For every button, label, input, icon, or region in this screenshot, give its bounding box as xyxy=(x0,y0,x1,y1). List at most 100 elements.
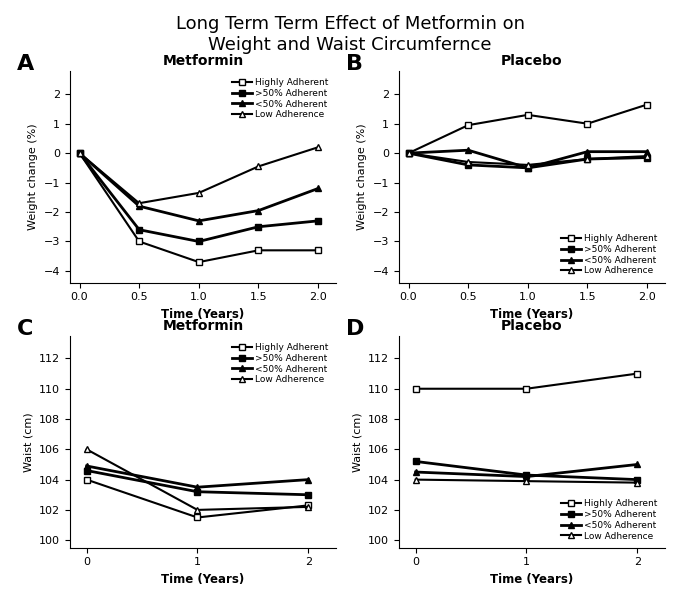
Low Adherence xyxy=(412,476,420,483)
Line: <50% Adherent: <50% Adherent xyxy=(405,147,650,171)
Line: >50% Adherent: >50% Adherent xyxy=(76,150,321,245)
>50% Adherent xyxy=(83,467,91,474)
Highly Adherent xyxy=(405,150,413,157)
Line: <50% Adherent: <50% Adherent xyxy=(412,461,640,480)
Highly Adherent xyxy=(83,476,91,483)
Highly Adherent xyxy=(583,120,592,127)
Line: >50% Adherent: >50% Adherent xyxy=(412,458,640,483)
<50% Adherent xyxy=(195,217,203,224)
>50% Adherent xyxy=(464,161,473,168)
Low Adherence xyxy=(633,479,641,486)
<50% Adherent xyxy=(633,461,641,468)
Text: B: B xyxy=(346,54,363,74)
Low Adherence xyxy=(464,158,473,166)
Text: A: A xyxy=(17,54,34,74)
Low Adherence xyxy=(254,163,262,170)
<50% Adherent xyxy=(193,484,202,491)
<50% Adherent xyxy=(643,148,651,155)
Low Adherence xyxy=(583,155,592,163)
Y-axis label: Waist (cm): Waist (cm) xyxy=(353,412,363,472)
<50% Adherent xyxy=(583,148,592,155)
Low Adherence xyxy=(643,153,651,160)
>50% Adherent xyxy=(304,491,312,498)
Line: Low Adherence: Low Adherence xyxy=(76,144,321,207)
Line: Highly Adherent: Highly Adherent xyxy=(405,101,650,157)
Line: >50% Adherent: >50% Adherent xyxy=(83,467,312,498)
<50% Adherent xyxy=(254,207,262,214)
Low Adherence xyxy=(405,150,413,157)
Y-axis label: Weight change (%): Weight change (%) xyxy=(357,123,368,230)
>50% Adherent xyxy=(633,476,641,483)
<50% Adherent xyxy=(83,462,91,469)
>50% Adherent xyxy=(254,223,262,230)
Y-axis label: Waist (cm): Waist (cm) xyxy=(24,412,34,472)
Low Adherence xyxy=(304,504,312,511)
Line: Highly Adherent: Highly Adherent xyxy=(83,476,312,521)
Line: <50% Adherent: <50% Adherent xyxy=(83,462,312,491)
Title: Metformin: Metformin xyxy=(162,54,244,68)
>50% Adherent xyxy=(314,217,322,224)
Text: Long Term Term Effect of Metformin on
Weight and Waist Circumfernce: Long Term Term Effect of Metformin on We… xyxy=(176,15,524,54)
Highly Adherent xyxy=(314,247,322,254)
Text: D: D xyxy=(346,319,364,339)
Highly Adherent xyxy=(76,150,84,157)
Highly Adherent xyxy=(304,502,312,509)
<50% Adherent xyxy=(76,150,84,157)
X-axis label: Time (Years): Time (Years) xyxy=(491,573,573,586)
Line: >50% Adherent: >50% Adherent xyxy=(405,150,650,171)
>50% Adherent xyxy=(193,488,202,495)
Title: Metformin: Metformin xyxy=(162,319,244,333)
Highly Adherent xyxy=(643,101,651,108)
X-axis label: Time (Years): Time (Years) xyxy=(162,573,244,586)
Line: Highly Adherent: Highly Adherent xyxy=(412,370,640,392)
Highly Adherent xyxy=(522,385,531,392)
<50% Adherent xyxy=(304,476,312,483)
Low Adherence xyxy=(76,150,84,157)
X-axis label: Time (Years): Time (Years) xyxy=(491,308,573,321)
Highly Adherent xyxy=(193,514,202,521)
Line: Highly Adherent: Highly Adherent xyxy=(76,150,321,266)
Legend: Highly Adherent, >50% Adherent, <50% Adherent, Low Adherence: Highly Adherent, >50% Adherent, <50% Adh… xyxy=(558,231,661,278)
Title: Placebo: Placebo xyxy=(501,54,563,68)
Low Adherence xyxy=(193,507,202,514)
Line: Low Adherence: Low Adherence xyxy=(412,476,640,486)
Low Adherence xyxy=(522,478,531,485)
Highly Adherent xyxy=(633,370,641,377)
>50% Adherent xyxy=(76,150,84,157)
Low Adherence xyxy=(314,144,322,151)
<50% Adherent xyxy=(522,473,531,480)
>50% Adherent xyxy=(405,150,413,157)
>50% Adherent xyxy=(412,458,420,465)
<50% Adherent xyxy=(464,147,473,154)
Line: <50% Adherent: <50% Adherent xyxy=(76,150,321,224)
Legend: Highly Adherent, >50% Adherent, <50% Adherent, Low Adherence: Highly Adherent, >50% Adherent, <50% Adh… xyxy=(558,497,661,543)
Line: Low Adherence: Low Adherence xyxy=(405,150,650,168)
>50% Adherent xyxy=(195,238,203,245)
Low Adherence xyxy=(524,161,532,168)
Highly Adherent xyxy=(464,121,473,128)
Y-axis label: Weight change (%): Weight change (%) xyxy=(28,123,38,230)
Highly Adherent xyxy=(135,238,143,245)
Low Adherence xyxy=(135,200,143,207)
Line: Low Adherence: Low Adherence xyxy=(83,446,312,514)
>50% Adherent xyxy=(135,226,143,233)
<50% Adherent xyxy=(314,185,322,192)
>50% Adherent xyxy=(524,164,532,171)
<50% Adherent xyxy=(412,468,420,475)
Highly Adherent xyxy=(195,259,203,266)
Low Adherence xyxy=(195,190,203,197)
<50% Adherent xyxy=(405,150,413,157)
Highly Adherent xyxy=(254,247,262,254)
Text: C: C xyxy=(17,319,33,339)
Legend: Highly Adherent, >50% Adherent, <50% Adherent, Low Adherence: Highly Adherent, >50% Adherent, <50% Adh… xyxy=(229,75,332,122)
<50% Adherent xyxy=(135,203,143,210)
Highly Adherent xyxy=(524,111,532,118)
Highly Adherent xyxy=(412,385,420,392)
<50% Adherent xyxy=(524,164,532,171)
Low Adherence xyxy=(83,446,91,453)
Title: Placebo: Placebo xyxy=(501,319,563,333)
X-axis label: Time (Years): Time (Years) xyxy=(162,308,244,321)
Legend: Highly Adherent, >50% Adherent, <50% Adherent, Low Adherence: Highly Adherent, >50% Adherent, <50% Adh… xyxy=(229,340,332,387)
>50% Adherent xyxy=(583,155,592,163)
>50% Adherent xyxy=(643,154,651,161)
